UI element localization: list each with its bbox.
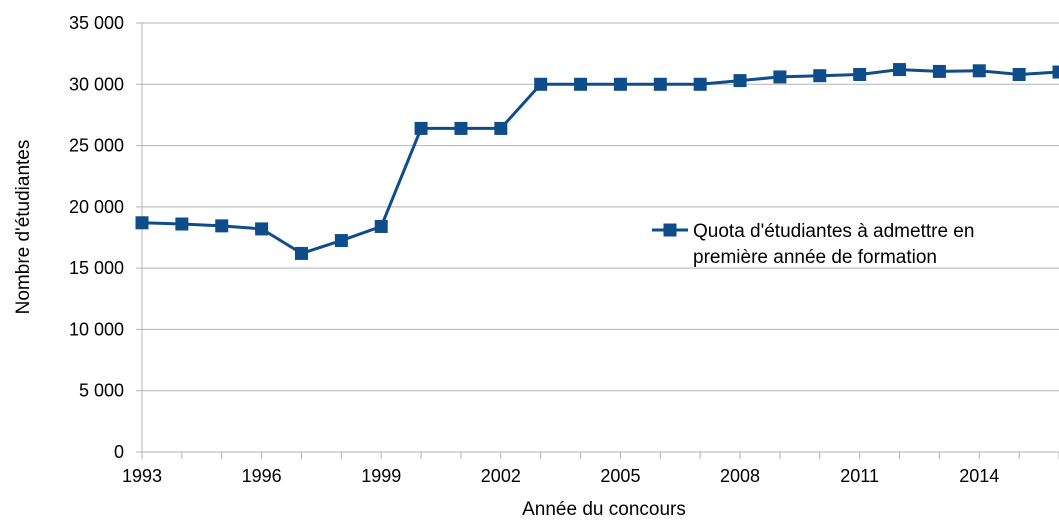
series bbox=[135, 63, 1059, 260]
data-point bbox=[534, 77, 548, 91]
y-tick-label: 25 000 bbox=[69, 136, 124, 156]
x-axis-title: Année du concours bbox=[522, 499, 686, 520]
data-point bbox=[972, 64, 986, 78]
y-axis-title: Nombre d'étudiantes bbox=[13, 140, 34, 315]
data-point bbox=[334, 234, 348, 248]
y-tick-label: 20 000 bbox=[69, 197, 124, 217]
legend: Quota d'étudiantes à admettre en première… bbox=[652, 221, 974, 268]
data-point bbox=[574, 77, 588, 91]
x-tick-label: 2011 bbox=[840, 466, 879, 486]
axes bbox=[136, 22, 1059, 459]
data-point bbox=[813, 69, 827, 83]
y-tick-label: 30 000 bbox=[69, 74, 124, 94]
y-tick-labels: 0 5 000 10 000 15 000 20 000 25 000 30 000 35 0… bbox=[69, 13, 124, 462]
gridlines bbox=[142, 22, 1059, 392]
data-point bbox=[374, 219, 388, 233]
data-point bbox=[1052, 65, 1059, 79]
legend-marker bbox=[663, 223, 677, 237]
data-point bbox=[1012, 67, 1026, 81]
data-point bbox=[932, 64, 946, 78]
x-tick-label: 2014 bbox=[959, 466, 999, 486]
y-tick-label: 15 000 bbox=[69, 258, 124, 278]
data-point bbox=[653, 77, 667, 91]
legend-label: première année de formation bbox=[693, 247, 937, 268]
data-point bbox=[733, 74, 747, 88]
x-tick-label: 2008 bbox=[720, 466, 760, 486]
x-tick-label: 1993 bbox=[122, 466, 162, 486]
legend-label: Quota d'étudiantes à admettre en bbox=[693, 221, 974, 242]
data-point bbox=[135, 216, 149, 230]
y-tick-label: 35 000 bbox=[69, 13, 124, 33]
x-tick-labels: 1993 1996 1999 2002 2005 2008 2011 2014 bbox=[122, 466, 999, 486]
data-point bbox=[294, 246, 308, 260]
data-point bbox=[893, 63, 907, 77]
data-point bbox=[773, 70, 787, 84]
data-point bbox=[494, 121, 508, 135]
data-point bbox=[255, 222, 269, 236]
series-line bbox=[141, 68, 1059, 255]
data-point bbox=[853, 67, 867, 81]
data-point bbox=[613, 77, 627, 91]
y-tick-label: 5 000 bbox=[79, 381, 124, 401]
x-tick-label: 1996 bbox=[242, 466, 282, 486]
x-tick-label: 2005 bbox=[600, 466, 640, 486]
data-point bbox=[175, 217, 189, 231]
y-tick-label: 0 bbox=[114, 442, 124, 462]
x-tick-label: 2002 bbox=[481, 466, 521, 486]
x-tick-label: 1999 bbox=[361, 466, 401, 486]
data-point bbox=[454, 121, 468, 135]
y-tick-label: 10 000 bbox=[69, 319, 124, 339]
data-point bbox=[215, 219, 229, 233]
data-point bbox=[414, 121, 428, 135]
data-point bbox=[693, 77, 707, 91]
